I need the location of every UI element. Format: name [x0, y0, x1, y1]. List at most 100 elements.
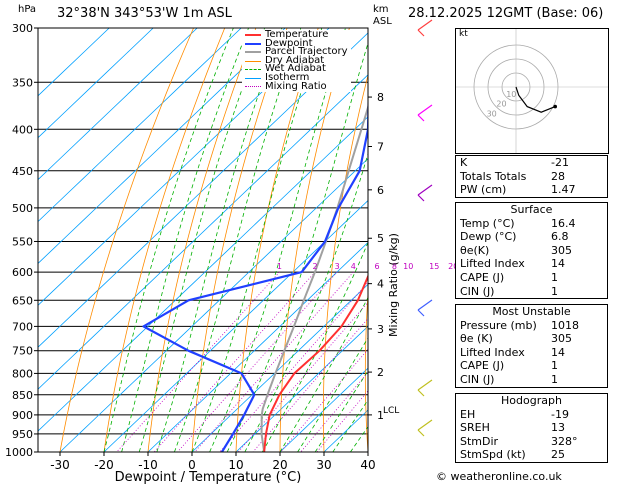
chart-legend: Temperature Dewpoint Parcel Trajectory D…	[242, 30, 351, 93]
legend-item-dry-adiabat: Dry Adiabat	[245, 56, 348, 66]
mixing-ratio-label: 8	[392, 262, 397, 271]
dry-adiabat-line	[59, 28, 194, 452]
temp-tick-label: -10	[138, 458, 158, 472]
wind-barb-icon	[417, 19, 433, 37]
parcel-trajectory	[260, 104, 368, 452]
legend-item-dewpoint: Dewpoint	[245, 38, 348, 49]
pressure-tick-label: 300	[12, 22, 33, 35]
surface-row: Dewp (°C) 6.8	[460, 230, 569, 244]
mixing-ratio-label: 1	[277, 262, 282, 271]
isotherm-line	[59, 158, 368, 452]
hodograph-row: StmSpd (kt) 25	[460, 448, 565, 462]
km-unit-label: km	[373, 4, 389, 15]
surface-table: Surface Temp (°C) 16.4 Dewp (°C) 6.8 θe(K)…	[455, 202, 608, 300]
wet-adiabat-line	[279, 296, 368, 452]
km-tick-label: 7	[377, 140, 384, 153]
wet-adiabat-line	[121, 28, 249, 452]
wet-adiabat-line	[244, 152, 368, 452]
wet-adiabat-line	[332, 399, 368, 452]
wind-barb-icon	[417, 299, 433, 317]
isotherm-line	[191, 283, 368, 452]
index-row: PW (cm) 1.47	[460, 183, 576, 197]
isotherm-line	[235, 325, 368, 452]
wet-adiabat-line	[262, 241, 368, 452]
pressure-tick-label: 350	[12, 76, 33, 89]
dry-adiabat-line	[103, 28, 226, 452]
datetime-title: 28.12.2025 12GMT (Base: 06)	[408, 6, 604, 21]
asl-unit-label: ASL	[373, 16, 392, 27]
hodograph-table-title: Hodograph	[501, 394, 562, 407]
km-tick-label: 6	[377, 184, 384, 197]
dry-adiabat-line	[279, 28, 350, 452]
mixing-ratio-label: 15	[429, 262, 439, 271]
mixing-ratio-line	[194, 271, 354, 452]
surface-row: Temp (°C) 16.4	[460, 216, 576, 230]
isotherm-line	[38, 28, 242, 223]
pressure-tick-label: 400	[12, 123, 33, 136]
isotherm-line	[38, 28, 330, 306]
most-unstable-row: CAPE (J) 1	[460, 359, 558, 373]
index-row: Totals Totals 28	[460, 169, 565, 183]
wind-barb-icon	[417, 419, 433, 437]
legend-item-parcel: Parcel Trajectory	[245, 47, 348, 57]
dry-adiabat-line	[322, 73, 368, 452]
temp-tick-label: -30	[50, 458, 70, 472]
surface-title: Surface	[510, 203, 553, 216]
x-axis-label: Dewpoint / Temperature (°C)	[115, 470, 302, 485]
dry-adiabat-line	[147, 28, 257, 452]
mixing-ratio-line	[153, 271, 316, 452]
temperature-profile	[263, 273, 368, 452]
mixing-ratio-axis-label: Mixing Ratio (g/kg)	[387, 233, 400, 337]
hpa-unit-label: hPa	[18, 4, 37, 15]
most-unstable-row: Lifted Index 14	[460, 345, 565, 359]
temp-tick-label: 40	[360, 458, 375, 472]
km-tick-label: 2	[377, 366, 384, 379]
pressure-tick-label: 1000	[5, 446, 33, 459]
pressure-tick-label: 650	[12, 294, 33, 307]
most-unstable-row: Pressure (mb) 1018	[460, 318, 579, 332]
pressure-tick-label: 950	[12, 428, 33, 441]
wet-adiabat-line	[191, 28, 323, 452]
pressure-tick-label: 450	[12, 165, 33, 178]
copyright-footer: © weatheronline.co.uk	[436, 470, 562, 483]
hodograph-row: SREH 13	[460, 421, 565, 435]
dry-adiabat-line	[406, 28, 443, 452]
temp-tick-label: 20	[272, 458, 287, 472]
km-tick-label: 1	[377, 409, 384, 422]
mixing-ratio-line	[280, 348, 368, 452]
mixing-ratio-label: 3	[335, 262, 340, 271]
dewpoint-profile	[142, 81, 368, 452]
mixing-ratio-line	[300, 371, 368, 452]
pressure-tick-label: 500	[12, 202, 33, 215]
pressure-tick-label: 800	[12, 367, 33, 380]
dry-adiabat-line	[235, 28, 319, 452]
temp-tick-label: 10	[228, 458, 243, 472]
isotherm-line	[38, 28, 198, 181]
wet-adiabat-line	[138, 28, 265, 452]
lcl-label: LCL	[383, 406, 399, 416]
wind-barb-icon	[417, 379, 433, 397]
isotherm-line	[279, 367, 368, 452]
isotherm-line	[38, 74, 368, 390]
legend-item-wet-adiabat: Wet Adiabat	[245, 64, 348, 74]
hodograph-ring-label: 20	[496, 100, 506, 109]
pressure-tick-label: 900	[12, 409, 33, 422]
legend-item-temperature: Temperature	[245, 30, 348, 40]
hodograph-kt-label: kt	[459, 29, 468, 39]
mixing-ratio-label: 10	[403, 262, 413, 271]
plot-frame	[37, 27, 369, 453]
wet-adiabat-line	[103, 28, 234, 452]
hodograph-row: EH -19	[460, 407, 569, 421]
most-unstable-row: θe (K) 305	[460, 332, 572, 346]
legend-item-isotherm: Isotherm	[245, 73, 348, 83]
surface-row: Lifted Index 14	[460, 257, 565, 271]
most-unstable-title: Most Unstable	[492, 305, 571, 318]
isotherm-line	[103, 200, 368, 452]
mixing-ratio-label: 4	[351, 262, 356, 271]
wet-adiabat-line	[297, 337, 368, 452]
indices-table: K -21 Totals Totals 28 PW (cm) 1.47	[455, 155, 608, 198]
km-tick-label: 5	[377, 232, 384, 245]
most-unstable-row: CIN (J) 1	[460, 372, 558, 386]
index-row: K -21	[460, 156, 569, 169]
